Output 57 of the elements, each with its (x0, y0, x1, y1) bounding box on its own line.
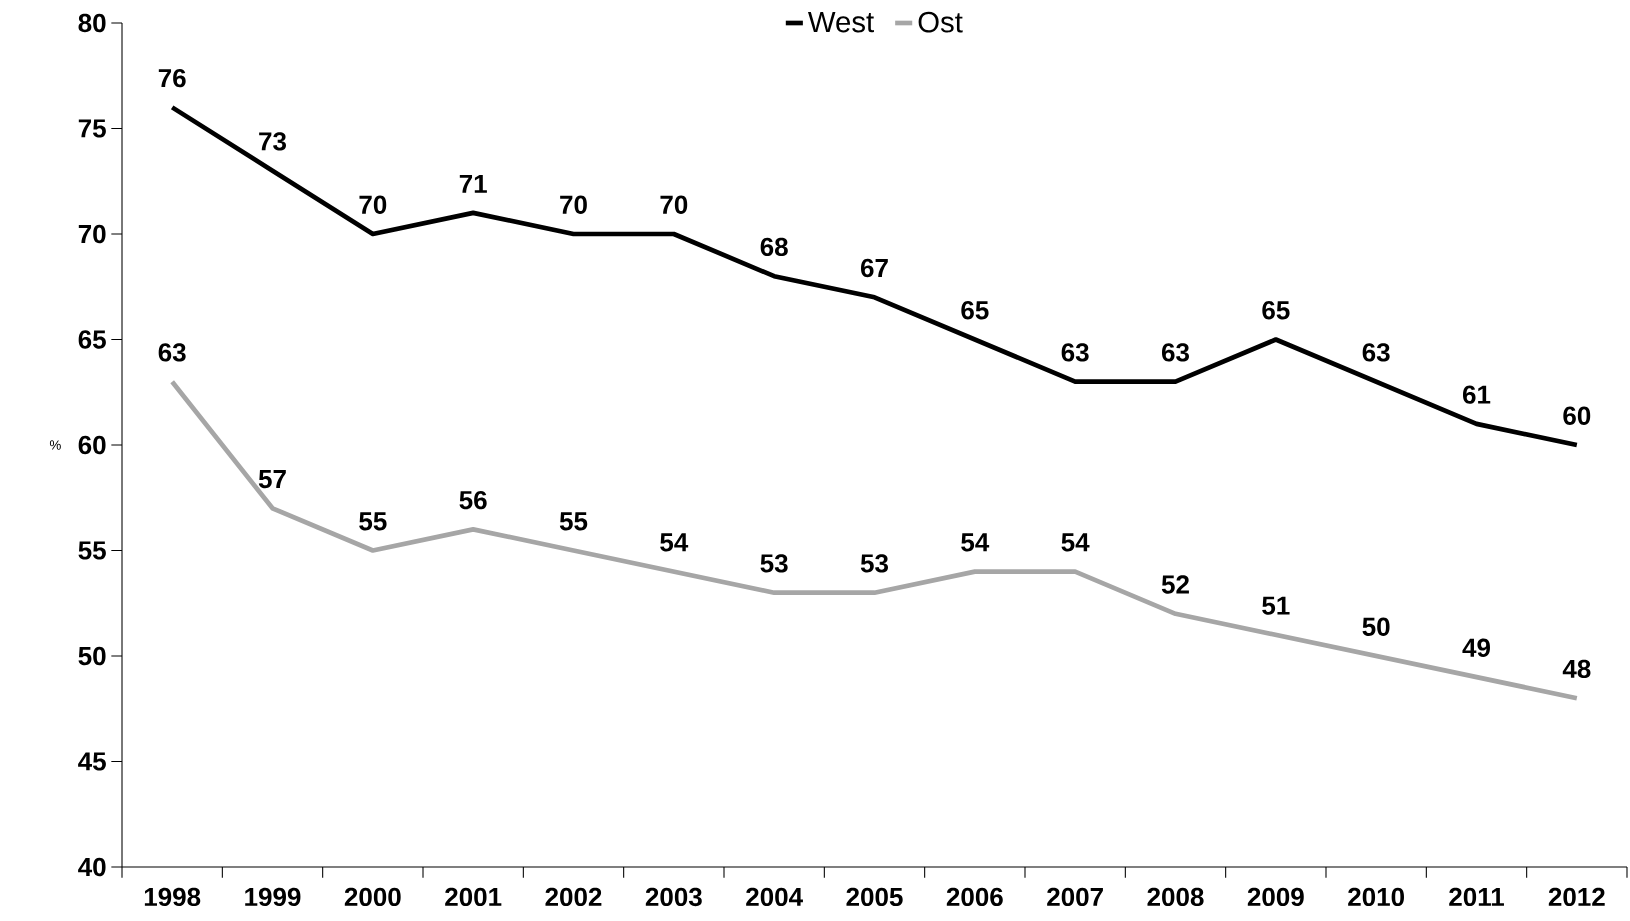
x-tick-label: 2001 (445, 887, 502, 907)
data-label: 53 (760, 554, 788, 573)
data-label: 50 (1362, 617, 1390, 636)
y-tick-label: 75 (78, 119, 106, 138)
data-label: 68 (760, 237, 788, 257)
x-tick-label: 2004 (746, 887, 803, 907)
data-label: 61 (1463, 385, 1491, 404)
data-label: 70 (560, 195, 587, 214)
x-tick-label: 2009 (1247, 887, 1304, 907)
y-axis-title: % (49, 440, 61, 450)
data-label: 63 (158, 343, 186, 362)
x-tick-label: 2011 (1449, 887, 1504, 907)
data-label: 70 (660, 195, 688, 214)
data-label: 48 (1562, 659, 1591, 679)
data-label: 49 (1462, 638, 1490, 657)
data-label: 52 (1161, 575, 1189, 594)
data-label: 54 (660, 533, 689, 552)
x-tick-label: 2012 (1548, 887, 1605, 907)
data-label: 54 (961, 533, 990, 552)
data-label: 67 (861, 258, 888, 278)
data-label: 51 (1262, 596, 1290, 615)
y-tick-label: 65 (78, 330, 106, 349)
x-tick-label: 1999 (245, 887, 301, 907)
data-label: 63 (1162, 343, 1189, 362)
y-tick-label: 70 (78, 224, 106, 244)
x-tick-label: 1998 (144, 887, 201, 907)
x-tick-label: 2002 (545, 887, 602, 907)
data-label: 56 (459, 490, 487, 510)
data-label: 65 (1262, 300, 1290, 320)
y-tick-label: 45 (78, 752, 106, 771)
data-label: 55 (559, 512, 588, 531)
data-label: 55 (359, 512, 387, 531)
data-label: 63 (1061, 343, 1089, 362)
data-label: 60 (1563, 406, 1591, 425)
data-label: 70 (359, 195, 387, 214)
y-tick-label: 50 (78, 646, 106, 666)
y-tick-label: 80 (78, 13, 106, 33)
data-label: 63 (1362, 343, 1390, 362)
data-label: 73 (259, 132, 287, 151)
y-tick-label: 55 (78, 541, 106, 560)
x-tick-label: 2007 (1047, 887, 1103, 907)
y-tick-label: 40 (78, 857, 106, 877)
x-tick-label: 2010 (1348, 887, 1404, 907)
data-label: 57 (258, 470, 286, 489)
x-tick-label: 2008 (1147, 887, 1204, 907)
legend-label: Ost (918, 11, 963, 33)
data-label: 76 (158, 68, 186, 88)
y-tick-label: 60 (78, 435, 106, 455)
data-label: 65 (961, 300, 989, 320)
x-tick-label: 2006 (946, 887, 1003, 907)
legend-label: West (808, 11, 874, 33)
x-tick-label: 2000 (344, 887, 401, 907)
x-tick-label: 2003 (645, 887, 702, 907)
data-label: 54 (1061, 533, 1090, 552)
x-tick-label: 2005 (846, 887, 903, 907)
data-label: 71 (459, 174, 487, 193)
data-label: 53 (860, 554, 888, 573)
